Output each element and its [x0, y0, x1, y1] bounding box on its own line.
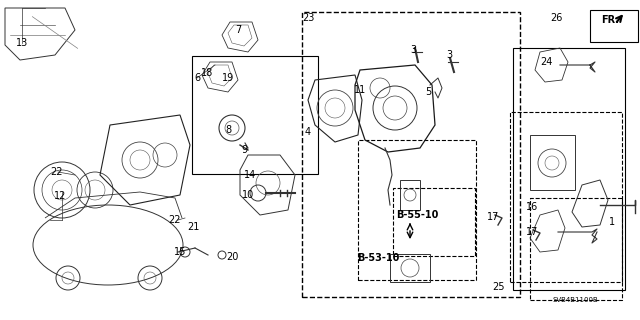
- Text: 17: 17: [526, 227, 538, 237]
- Text: 11: 11: [354, 85, 366, 95]
- Bar: [510, 112, 622, 282]
- Text: 8: 8: [225, 125, 231, 135]
- Text: 20: 20: [226, 252, 238, 262]
- Text: 12: 12: [54, 191, 66, 201]
- Bar: [530, 198, 622, 300]
- Text: 24: 24: [540, 57, 552, 67]
- Bar: [590, 10, 638, 42]
- Text: 10: 10: [242, 190, 254, 200]
- Bar: [390, 254, 430, 282]
- Text: 26: 26: [550, 13, 562, 23]
- Text: 14: 14: [244, 170, 256, 180]
- Text: 13: 13: [16, 38, 28, 48]
- Text: 18: 18: [201, 68, 213, 78]
- Bar: [530, 135, 575, 190]
- Text: FR.: FR.: [601, 15, 619, 25]
- Bar: [192, 56, 318, 174]
- Text: 16: 16: [526, 202, 538, 212]
- Text: 19: 19: [222, 73, 234, 83]
- Text: 25: 25: [492, 282, 504, 292]
- Text: 4: 4: [305, 127, 311, 137]
- Text: 3: 3: [410, 45, 416, 55]
- Bar: [358, 140, 476, 280]
- Text: B-55-10: B-55-10: [396, 210, 438, 220]
- Text: 5: 5: [425, 87, 431, 97]
- Text: 6: 6: [194, 73, 200, 83]
- Bar: [513, 48, 625, 290]
- Text: 22: 22: [50, 167, 62, 177]
- Text: 23: 23: [302, 13, 314, 23]
- Text: 17: 17: [487, 212, 499, 222]
- Text: 7: 7: [235, 25, 241, 35]
- Text: 3: 3: [446, 50, 452, 60]
- Text: 22: 22: [168, 215, 180, 225]
- Text: B-53-10: B-53-10: [357, 253, 399, 263]
- Bar: [400, 180, 420, 210]
- Bar: [302, 12, 520, 297]
- Text: 21: 21: [187, 222, 199, 232]
- Text: SVB4B1100B: SVB4B1100B: [552, 297, 598, 303]
- Text: 1: 1: [609, 217, 615, 227]
- Bar: [393, 188, 475, 256]
- Text: 15: 15: [174, 247, 186, 257]
- Text: 9: 9: [241, 145, 247, 155]
